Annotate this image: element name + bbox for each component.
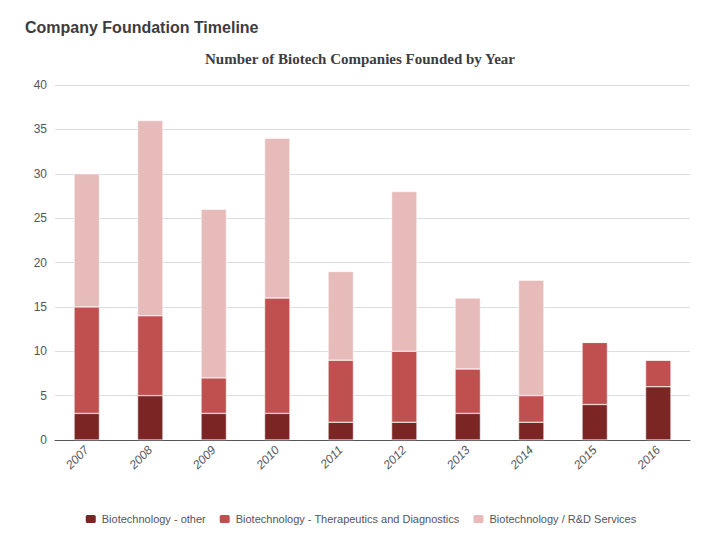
svg-text:Biotechnology - Therapeutics a: Biotechnology - Therapeutics and Diagnos… [236, 513, 460, 525]
svg-text:5: 5 [40, 389, 47, 403]
svg-text:Biotechnology / R&D Services: Biotechnology / R&D Services [490, 513, 637, 525]
svg-text:Biotechnology - other: Biotechnology - other [102, 513, 206, 525]
svg-text:25: 25 [34, 211, 48, 225]
svg-text:2008: 2008 [126, 443, 156, 473]
svg-text:20: 20 [34, 256, 48, 270]
svg-text:10: 10 [34, 344, 48, 358]
svg-text:2016: 2016 [634, 443, 664, 473]
svg-text:2007: 2007 [62, 442, 92, 472]
svg-text:30: 30 [34, 167, 48, 181]
svg-text:35: 35 [34, 122, 48, 136]
svg-text:2015: 2015 [570, 443, 600, 473]
svg-text:Number of Biotech Companies Fo: Number of Biotech Companies Founded by Y… [205, 51, 515, 67]
svg-text:Company Foundation Timeline: Company Foundation Timeline [25, 19, 259, 36]
svg-text:0: 0 [40, 433, 47, 447]
svg-text:2013: 2013 [443, 443, 473, 473]
svg-text:2010: 2010 [253, 443, 283, 473]
svg-text:2009: 2009 [189, 443, 219, 473]
svg-text:2011: 2011 [317, 443, 346, 472]
svg-text:2012: 2012 [380, 443, 410, 473]
svg-text:2014: 2014 [507, 443, 537, 473]
svg-text:40: 40 [34, 78, 48, 92]
svg-text:15: 15 [34, 300, 48, 314]
